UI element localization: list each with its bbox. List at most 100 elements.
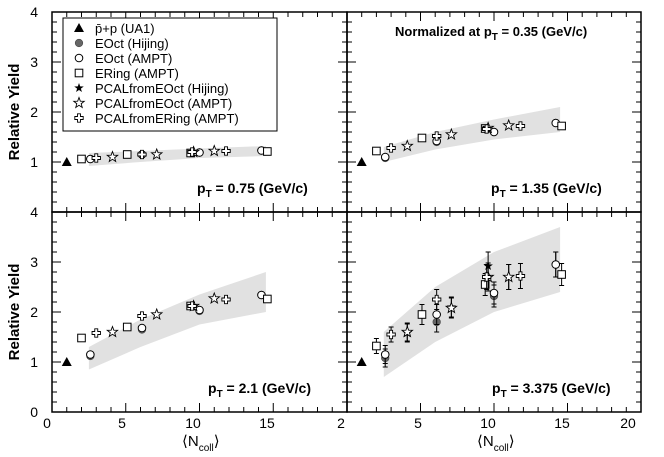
legend: p̄+p (UA1) EOct (Hijing) EOct (AMPT) ERi…: [62, 17, 278, 132]
legend-label-pcal-eoct-hijing: PCALfromEOct (Hijing): [95, 81, 229, 96]
legend-marker-ua1: [74, 23, 84, 32]
y-tick-top-1: 1: [30, 154, 38, 170]
pt-label-top-left-value: = 0.75 (GeV/c): [212, 180, 308, 196]
pt-label-bottom-right-value: = 3.375 (GeV/c): [507, 380, 611, 396]
axis-ticks: [51, 11, 642, 413]
pt-label-bottom-right: pT = 3.375 (GeV/c): [492, 380, 611, 400]
legend-marker-eoct-hijing: [74, 38, 84, 48]
y-tick-bottom-0: 0: [30, 404, 38, 420]
x-tick-left-5: 5: [118, 415, 126, 431]
point-top-right-pcal-eoct-ampt-0: [400, 139, 414, 152]
pt-label-bottom-right-sub: T: [501, 389, 507, 400]
x-tick-left-15: 15: [259, 415, 275, 431]
point-top-left-pcal-eoct-ampt-3: [207, 144, 221, 157]
y-tick-bottom-2: 2: [30, 304, 38, 320]
point-top-right-ering-ampt-0: [372, 146, 381, 156]
normalization-note-sub: T: [492, 32, 498, 43]
point-top-left-pcal-eoct-ampt-1: [150, 147, 164, 160]
point-bottom-right-eoct-ampt-1: [432, 310, 441, 319]
point-top-right-pcal-ering-ampt-0: [386, 143, 396, 153]
normalization-note-label: Normalized at p: [395, 24, 492, 39]
pt-label-top-right-sub: T: [500, 189, 506, 200]
y-tick-top-3: 3: [30, 54, 38, 70]
point-top-left-ua1-0: [61, 157, 72, 166]
point-top-right-pcal-eoct-ampt-3: [502, 118, 516, 131]
point-top-right-pcal-ering-ampt-1: [432, 131, 442, 141]
legend-frame: [62, 17, 278, 132]
y-tick-bottom-4: 4: [30, 204, 38, 220]
point-bottom-left-ering-ampt-1: [122, 322, 132, 332]
point-bottom-left-pcal-eoct-ampt-3: [207, 291, 221, 304]
point-top-right-pcal-ering-ampt-3: [515, 121, 526, 131]
point-top-left-ering-ampt-1: [122, 150, 132, 159]
data-points: [61, 118, 566, 368]
normalization-note-value: = 0.35 (GeV/c): [498, 24, 587, 39]
x-axis-title-right-open: ⟨N: [477, 433, 494, 450]
y-tick-bottom-1: 1: [30, 354, 38, 370]
legend-marker-pcal-eoct-ampt: [72, 96, 86, 109]
point-bottom-right-pcal-eoct-ampt-0: [400, 325, 414, 338]
point-top-right-ua1-0: [356, 157, 367, 166]
point-bottom-right-eoct-ampt-0: [380, 350, 390, 359]
x-axis-title-right-sub: coll: [494, 443, 509, 454]
x-axis-title-left: ⟨Ncoll⟩: [182, 433, 220, 454]
x-axis-title-right-close: ⟩: [509, 433, 515, 450]
point-top-left-pcal-ering-ampt-3: [221, 146, 231, 156]
pt-label-top-left: pT = 0.75 (GeV/c): [197, 180, 308, 200]
x-tick-left-2: 2: [337, 415, 345, 431]
pt-label-bottom-left-p: p: [208, 380, 217, 396]
band-top-right: [383, 107, 561, 162]
x-tick-right-15: 15: [554, 415, 570, 431]
y-tick-top-4: 4: [30, 4, 38, 20]
point-bottom-right-pcal-eoct-ampt-1: [444, 301, 458, 314]
point-top-left-pcal-eoct-ampt-0: [106, 150, 119, 163]
legend-marker-eoct-ampt: [74, 53, 84, 63]
pt-label-bottom-right-p: p: [492, 380, 501, 396]
point-bottom-right-pcal-ering-ampt-2: [482, 272, 492, 282]
point-bottom-left-pcal-eoct-ampt-1: [150, 307, 164, 320]
y-axis-title-bottom: Relative Yield: [6, 264, 23, 361]
legend-marker-pcal-ering-ampt: [74, 113, 84, 123]
point-bottom-right-ua1-0: [356, 357, 367, 366]
point-bottom-left-ua1-0: [61, 357, 72, 366]
pt-label-bottom-left-value: = 2.1 (GeV/c): [223, 380, 311, 396]
x-axis-title-left-open: ⟨N: [182, 433, 199, 450]
pt-label-top-left-p: p: [197, 180, 206, 196]
y-tick-bottom-3: 3: [30, 254, 38, 270]
pt-label-top-right-p: p: [491, 180, 500, 196]
point-top-right-ering-ampt-3: [557, 121, 566, 131]
point-bottom-right-pcal-ering-ampt-3: [515, 271, 526, 281]
pt-label-top-left-sub: T: [206, 189, 212, 200]
point-top-left-pcal-ering-ampt-0: [91, 153, 101, 163]
point-bottom-left-pcal-eoct-ampt-0: [106, 325, 119, 338]
x-tick-right-20: 20: [620, 415, 636, 431]
pt-label-top-right-value: = 1.35 (GeV/c): [506, 180, 602, 196]
point-bottom-left-pcal-ering-ampt-2: [187, 301, 197, 311]
point-bottom-right-pcal-ering-ampt-1: [432, 294, 442, 305]
point-top-left-pcal-ering-ampt-2: [187, 147, 197, 157]
point-bottom-right-eoct-ampt-3: [551, 260, 561, 269]
y-axis-title-top: Relative Yield: [6, 64, 23, 161]
point-top-right-pcal-eoct-ampt-1: [444, 127, 458, 140]
point-bottom-right-eoct-ampt-2: [489, 288, 499, 298]
point-top-right-pcal-ering-ampt-2: [482, 124, 492, 134]
legend-label-eoct-hijing: EOct (Hijing): [95, 36, 169, 51]
legend-label-ua1: p̄+p (UA1): [95, 21, 155, 36]
legend-markers: [72, 23, 86, 123]
band-bottom-left: [88, 272, 266, 370]
y-tick-top-2: 2: [30, 104, 38, 120]
point-top-left-pcal-ering-ampt-1: [137, 149, 147, 160]
point-bottom-left-ering-ampt-0: [77, 333, 86, 343]
legend-label-ering-ampt: ERing (AMPT): [95, 66, 179, 81]
legend-label-pcal-eoct-ampt: PCALfromEOct (AMPT): [95, 96, 232, 111]
band-bottom-right: [383, 227, 561, 377]
legend-marker-ering-ampt: [74, 68, 84, 78]
x-axis-title-left-sub: coll: [199, 443, 214, 454]
x-tick-right-5: 5: [414, 415, 422, 431]
legend-label-eoct-ampt: EOct (AMPT): [95, 51, 172, 66]
uncertainty-bands: [88, 107, 561, 377]
point-bottom-left-pcal-ering-ampt-0: [91, 328, 101, 338]
x-axis-title-right: ⟨Ncoll⟩: [477, 433, 515, 454]
point-bottom-left-eoct-ampt-1: [137, 323, 147, 333]
